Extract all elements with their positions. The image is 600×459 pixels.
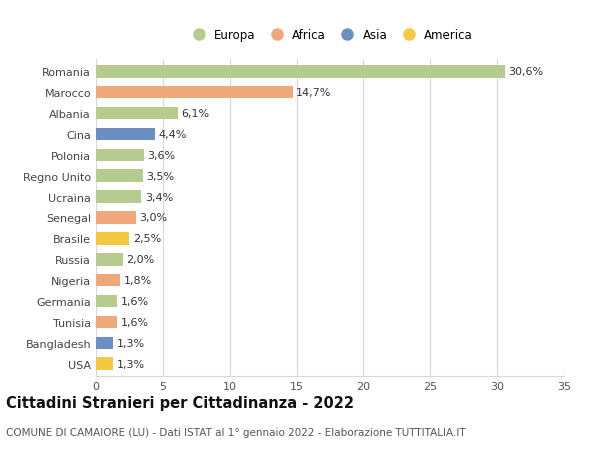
Text: 3,4%: 3,4% [145, 192, 173, 202]
Text: 14,7%: 14,7% [296, 88, 331, 98]
Text: 4,4%: 4,4% [158, 130, 187, 140]
Text: 2,0%: 2,0% [126, 255, 154, 265]
Text: 3,5%: 3,5% [146, 171, 174, 181]
Bar [96, 66, 505, 78]
Bar [96, 191, 142, 203]
Text: 1,6%: 1,6% [121, 297, 149, 306]
Text: 1,3%: 1,3% [117, 359, 145, 369]
Bar [96, 107, 178, 120]
Text: 1,3%: 1,3% [117, 338, 145, 348]
Text: 1,6%: 1,6% [121, 317, 149, 327]
Bar [96, 149, 144, 162]
Text: 6,1%: 6,1% [181, 109, 209, 119]
Text: COMUNE DI CAMAIORE (LU) - Dati ISTAT al 1° gennaio 2022 - Elaborazione TUTTITALI: COMUNE DI CAMAIORE (LU) - Dati ISTAT al … [6, 427, 466, 437]
Bar [96, 358, 113, 370]
Bar [96, 170, 143, 183]
Bar [96, 87, 293, 99]
Bar [96, 129, 155, 141]
Bar [96, 274, 120, 287]
Text: 30,6%: 30,6% [509, 67, 544, 77]
Bar [96, 337, 113, 349]
Legend: Europa, Africa, Asia, America: Europa, Africa, Asia, America [182, 24, 478, 47]
Bar [96, 212, 136, 224]
Text: Cittadini Stranieri per Cittadinanza - 2022: Cittadini Stranieri per Cittadinanza - 2… [6, 395, 354, 410]
Text: 3,6%: 3,6% [148, 151, 176, 161]
Bar [96, 316, 118, 329]
Text: 1,8%: 1,8% [124, 275, 152, 285]
Bar [96, 295, 118, 308]
Text: 3,0%: 3,0% [139, 213, 167, 223]
Bar [96, 233, 130, 245]
Bar [96, 253, 123, 266]
Text: 2,5%: 2,5% [133, 234, 161, 244]
